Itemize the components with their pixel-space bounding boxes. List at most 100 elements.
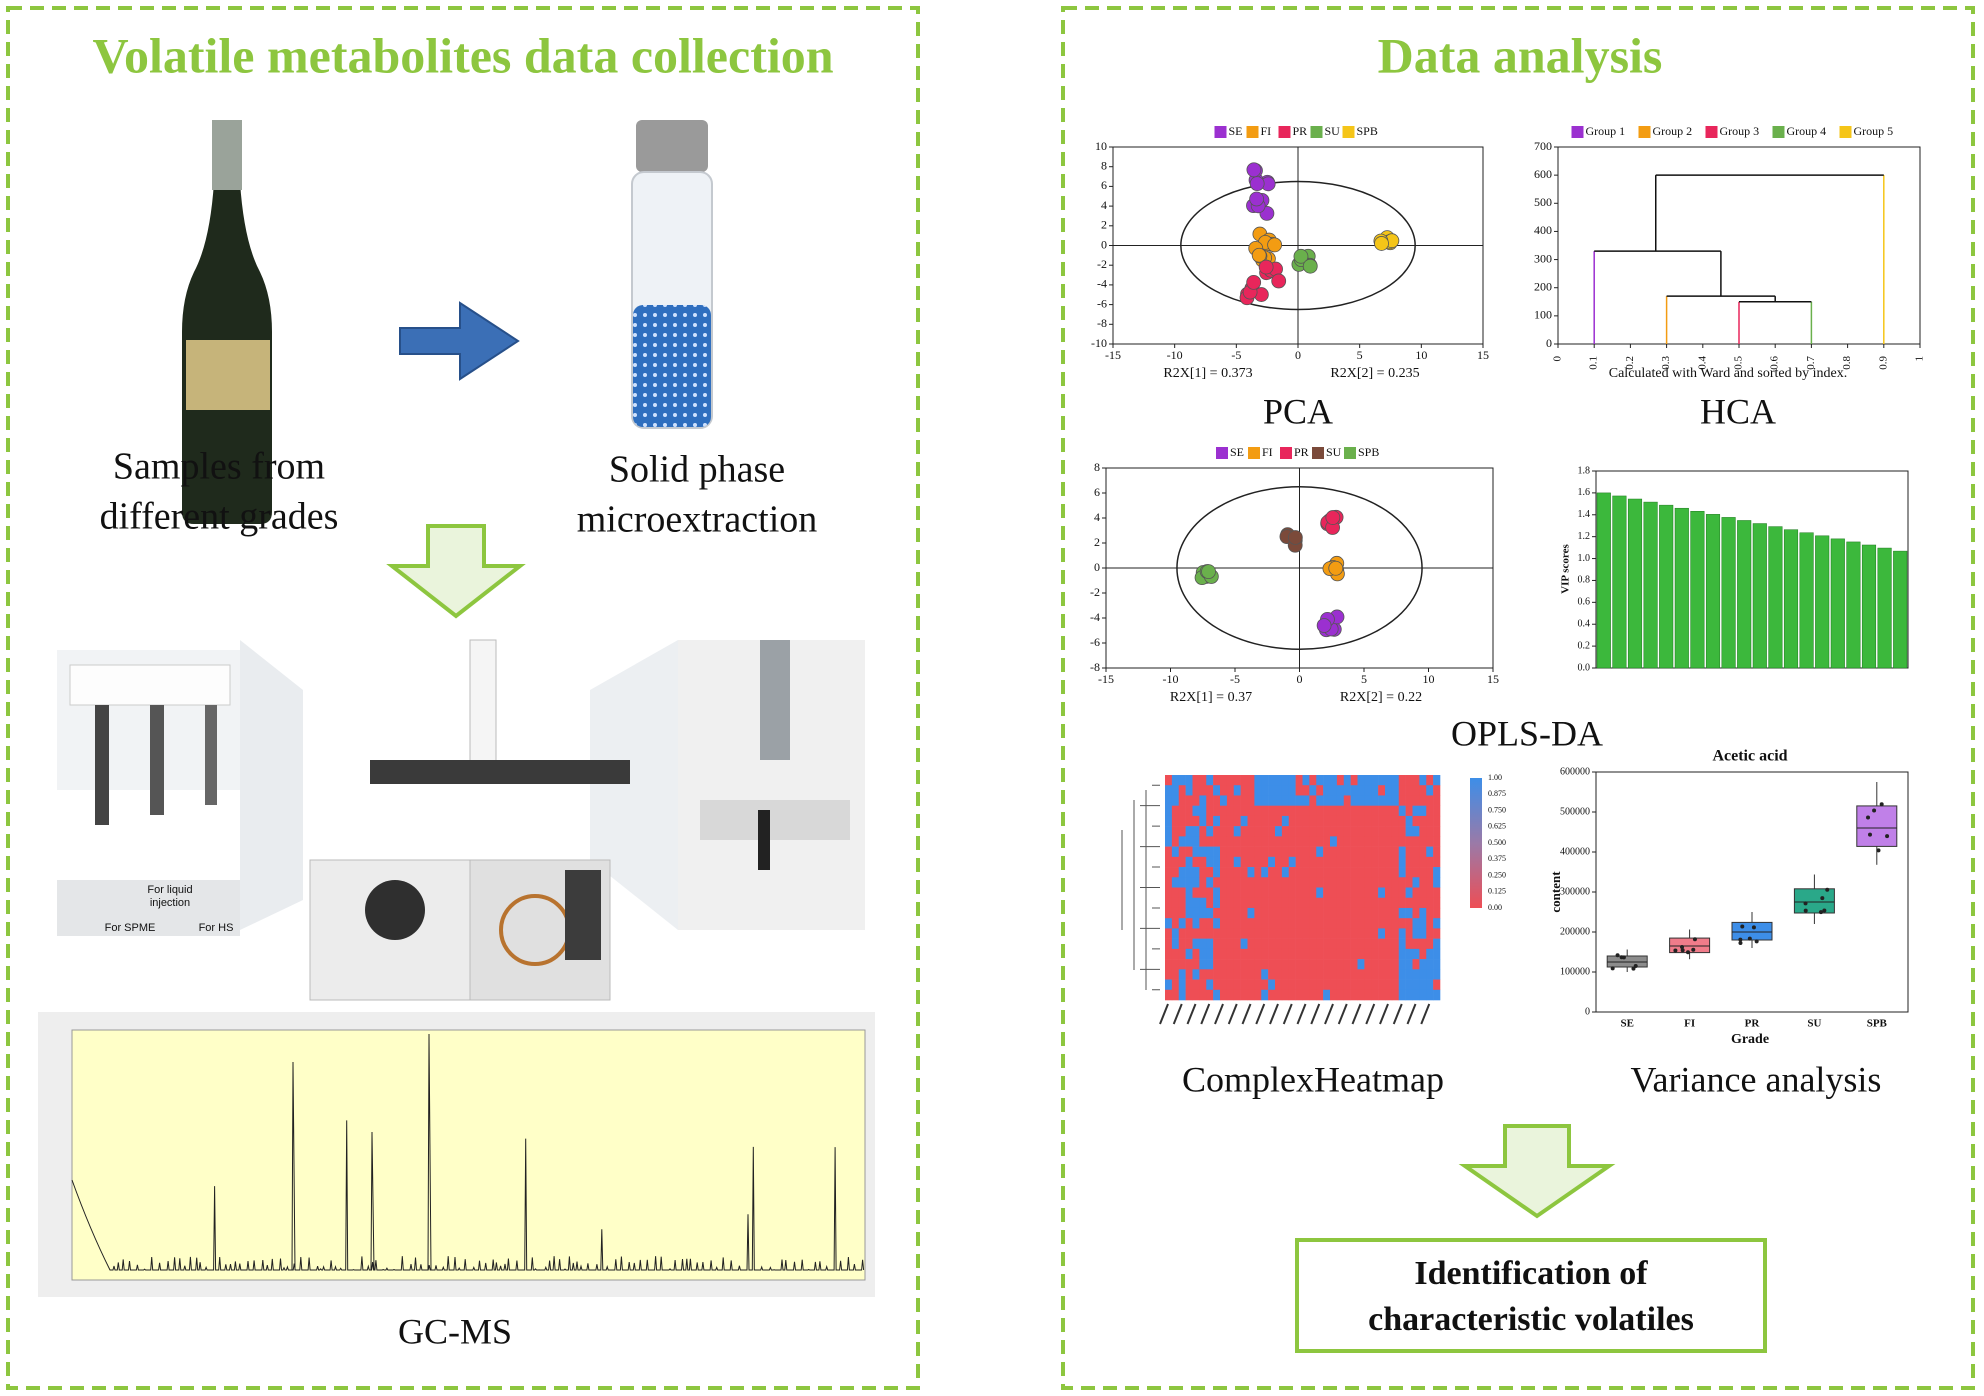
heatmap-cell: [1378, 938, 1386, 950]
x-tick-label: -15: [1098, 672, 1114, 686]
heatmap-cell: [1343, 795, 1351, 806]
vip-bar: [1690, 511, 1705, 669]
heatmap-cell: [1405, 959, 1413, 970]
heatmap-cell: [1419, 979, 1427, 991]
heatmap-cell: [1302, 795, 1310, 806]
heatmap-cell: [1336, 959, 1345, 970]
heatmap-cell: [1268, 775, 1276, 786]
heatmap-cell: [1240, 897, 1248, 909]
heatmap-cell: [1398, 846, 1406, 858]
vip-bar: [1861, 544, 1877, 669]
heatmap-cell: [1412, 979, 1420, 991]
heatmap-cell: [1309, 989, 1317, 1001]
heatmap-cell: [1247, 918, 1255, 929]
confidence-ellipse: [1176, 486, 1423, 650]
heatmap-cell: [1240, 815, 1248, 827]
var-label-tick: [1351, 1003, 1362, 1025]
heatmap-cell: [1357, 948, 1365, 960]
heatmap-cell: [1371, 887, 1379, 899]
heatmap-cell: [1433, 907, 1441, 919]
heatmap-cell: [1199, 867, 1207, 878]
y-tick-label: 0: [1546, 336, 1552, 350]
heatmap-cell: [1213, 887, 1221, 899]
heatmap-cell: [1199, 877, 1207, 888]
heatmap-cell: [1426, 785, 1434, 796]
heatmap-cell: [1371, 897, 1379, 909]
heatmap-cell: [1385, 928, 1393, 939]
heatmap-cell: [1309, 826, 1317, 837]
box: [1731, 921, 1773, 941]
instrument-label: For SPME: [105, 922, 156, 934]
heatmap-cell: [1213, 938, 1221, 950]
heatmap-cell: [1385, 805, 1393, 817]
y-axis-label: content: [1548, 871, 1563, 913]
heatmap-cell: [1247, 815, 1255, 827]
heatmap-cell: [1192, 856, 1200, 868]
scale-label: 1.00: [1488, 773, 1502, 782]
heatmap-cell: [1323, 887, 1331, 899]
step-label: GC-MS: [398, 1311, 512, 1351]
legend-swatch: [1344, 447, 1356, 459]
heatmap-cell: [1336, 856, 1345, 868]
heatmap-cell: [1330, 846, 1338, 858]
heatmap-cell: [1398, 795, 1406, 806]
heatmap-cell: [1281, 856, 1290, 868]
heatmap-cell: [1398, 836, 1406, 847]
var-label-tick: [1172, 1003, 1183, 1025]
heatmap-cell: [1178, 928, 1186, 939]
heatmap-cell: [1378, 836, 1386, 847]
box-point: [1680, 948, 1685, 953]
heatmap-cell: [1275, 815, 1283, 827]
heatmap-cell: [1316, 897, 1324, 909]
scale-label: 0.250: [1488, 870, 1506, 879]
heatmap-cell: [1336, 948, 1345, 960]
heatmap-cell: [1426, 815, 1434, 827]
heatmap-cell: [1433, 897, 1441, 909]
heatmap-cell: [1412, 836, 1420, 847]
heatmap-cell: [1295, 979, 1303, 991]
color-scale: [1470, 778, 1482, 908]
sample-point: [1293, 248, 1309, 264]
heatmap-cell: [1419, 775, 1427, 786]
heatmap-cell: [1178, 918, 1186, 929]
heatmap-cell: [1316, 785, 1324, 796]
heatmap-cell: [1233, 826, 1241, 837]
heatmap-cell: [1261, 989, 1269, 1001]
heatmap-cell: [1288, 856, 1296, 868]
heatmap-cell: [1391, 785, 1400, 796]
heatmap-cell: [1302, 907, 1310, 919]
heatmap-cell: [1268, 959, 1276, 970]
heatmap-cell: [1330, 775, 1338, 786]
heatmap-cell: [1247, 785, 1255, 796]
heatmap-cell: [1185, 805, 1193, 817]
heatmap-cell: [1226, 826, 1235, 837]
vial-dots: [633, 305, 711, 427]
heatmap-cell: [1275, 989, 1283, 1001]
heatmap-cell: [1357, 969, 1365, 980]
heatmap-cell: [1275, 959, 1283, 970]
y-tick-label: 600000: [1560, 766, 1590, 777]
conclusion-box: [1295, 1238, 1767, 1353]
var-label-tick: [1406, 1003, 1417, 1025]
heatmap-cell: [1213, 856, 1221, 868]
heatmap-cell: [1192, 775, 1200, 786]
x-tick-label: -15: [1105, 348, 1121, 362]
heatmap-cell: [1206, 795, 1214, 806]
heatmap-cell: [1213, 826, 1221, 837]
heatmap-cell: [1254, 856, 1262, 868]
box-point: [1876, 848, 1881, 853]
heatmap-cell: [1213, 959, 1221, 970]
heatmap-cell: [1371, 918, 1379, 929]
heatmap-cell: [1199, 795, 1207, 806]
method-label: HCA: [1700, 391, 1776, 431]
heatmap-cell: [1261, 948, 1269, 960]
heatmap-cell: [1426, 867, 1434, 878]
heatmap-cell: [1398, 867, 1406, 878]
heatmap-cell: [1288, 907, 1296, 919]
heatmap-cell: [1233, 959, 1241, 970]
heatmap-cell: [1378, 877, 1386, 888]
heatmap-cell: [1426, 907, 1434, 919]
legend-swatch: [1248, 447, 1260, 459]
heatmap-cell: [1165, 907, 1173, 919]
box-point: [1685, 950, 1690, 955]
